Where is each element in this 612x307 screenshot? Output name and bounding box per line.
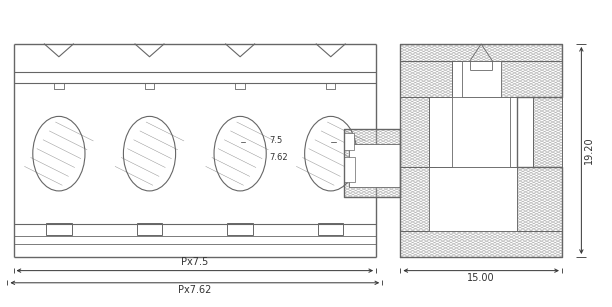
Text: 7.5: 7.5 — [269, 136, 283, 145]
Polygon shape — [400, 168, 436, 231]
Polygon shape — [400, 44, 562, 61]
Polygon shape — [517, 168, 562, 231]
Bar — [400, 44, 562, 257]
Bar — [344, 134, 354, 150]
Polygon shape — [400, 97, 430, 168]
Bar — [344, 157, 355, 182]
Polygon shape — [400, 231, 562, 257]
Polygon shape — [489, 61, 562, 97]
Polygon shape — [533, 97, 562, 168]
Bar — [228, 223, 253, 235]
Text: 7.62: 7.62 — [269, 153, 288, 162]
Polygon shape — [400, 61, 452, 97]
Text: 19.20: 19.20 — [584, 137, 594, 164]
Bar — [318, 223, 343, 235]
Text: Px7.62: Px7.62 — [178, 285, 212, 295]
Bar — [46, 223, 72, 235]
Bar — [137, 223, 162, 235]
Bar — [462, 61, 501, 97]
Bar — [349, 144, 400, 187]
Bar — [452, 97, 510, 168]
Polygon shape — [344, 129, 400, 197]
Text: 15.00: 15.00 — [468, 273, 495, 283]
Text: Px7.5: Px7.5 — [181, 257, 209, 267]
Bar — [430, 168, 517, 231]
